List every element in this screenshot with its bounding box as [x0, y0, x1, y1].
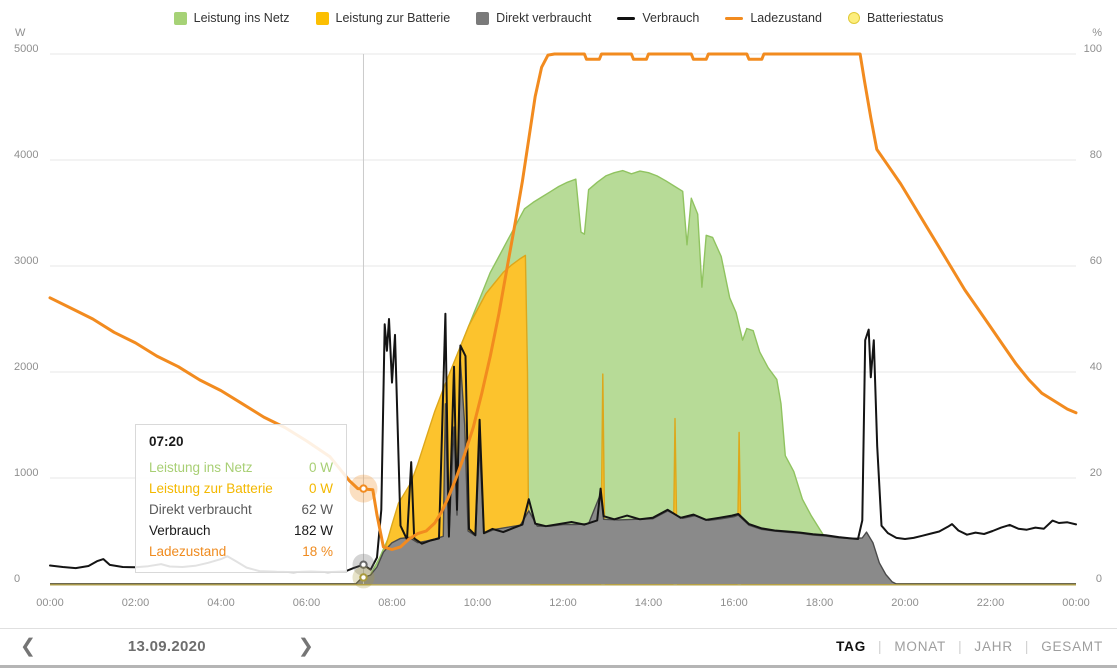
- tab-jahr[interactable]: JAHR: [974, 638, 1013, 654]
- x-axis-tick: 12:00: [549, 597, 577, 609]
- tab-monat[interactable]: MONAT: [894, 638, 947, 654]
- x-axis-tick: 18:00: [806, 597, 834, 609]
- hover-point-ladezustand: [359, 484, 368, 493]
- tooltip-row-value: 18 %: [302, 544, 333, 559]
- circle-marker-icon: [847, 12, 860, 24]
- tooltip-row-3: Verbrauch 182 W: [149, 520, 333, 541]
- x-axis-tick: 04:00: [207, 597, 235, 609]
- y-axis-left-tick: 4000: [14, 149, 38, 161]
- y-axis-left-tick: 1000: [14, 467, 38, 479]
- line-marker-icon: [725, 16, 744, 20]
- tab-tag[interactable]: TAG: [836, 638, 867, 654]
- tooltip-row-label: Leistung zur Batterie: [149, 481, 273, 496]
- y-axis-right-tick: 40: [1090, 361, 1102, 373]
- square-marker-icon: [315, 11, 329, 25]
- legend-label: Direkt verbraucht: [496, 11, 592, 25]
- y-axis-left-tick: 0: [14, 573, 20, 585]
- legend-label: Verbrauch: [642, 11, 700, 25]
- y-axis-right-tick: 20: [1090, 467, 1102, 479]
- hover-point-verbrauch: [359, 560, 368, 569]
- legend-item-0[interactable]: Leistung ins Netz: [173, 11, 290, 25]
- left-axis-unit: W: [15, 27, 26, 39]
- legend-item-1[interactable]: Leistung zur Batterie: [315, 11, 451, 25]
- legend-item-5[interactable]: Batteriestatus: [847, 11, 944, 25]
- tooltip-row-label: Ladezustand: [149, 544, 227, 559]
- legend-label: Leistung ins Netz: [193, 11, 290, 25]
- tooltip-time: 07:20: [149, 434, 184, 449]
- next-day-button[interactable]: ❯: [292, 637, 320, 656]
- x-axis-tick: 00:00: [36, 597, 64, 609]
- square-marker-icon: [173, 11, 187, 25]
- y-axis-right-tick: 80: [1090, 149, 1102, 161]
- tooltip-row-label: Leistung ins Netz: [149, 460, 253, 475]
- tab-separator: |: [958, 638, 963, 654]
- tooltip-row-label: Direkt verbraucht: [149, 502, 252, 517]
- tab-separator: |: [1024, 638, 1030, 654]
- x-axis-tick: 16:00: [720, 597, 748, 609]
- x-axis-tick: 06:00: [293, 597, 321, 609]
- x-axis-tick: 00:00: [1062, 597, 1090, 609]
- y-axis-left-tick: 5000: [14, 43, 38, 55]
- right-axis-unit: %: [1092, 27, 1102, 39]
- legend-item-2[interactable]: Direkt verbraucht: [476, 11, 591, 25]
- legend-item-4[interactable]: Ladezustand: [725, 11, 822, 25]
- y-axis-right-tick: 100: [1084, 43, 1102, 55]
- square-marker-icon: [476, 11, 490, 25]
- tooltip-row-2: Direkt verbraucht 62 W: [149, 499, 333, 520]
- area-direkt_verbraucht: [50, 361, 1076, 584]
- legend-item-3[interactable]: Verbrauch: [617, 11, 699, 25]
- x-axis-tick: 22:00: [977, 597, 1005, 609]
- y-axis-right-tick: 0: [1096, 573, 1102, 585]
- tooltip-row-value: 0 W: [308, 460, 333, 475]
- tab-gesamt[interactable]: GESAMT: [1041, 638, 1103, 654]
- footer-bar: ❮ 13.09.2020 ❯ TAG | MONAT | JAHR | GESAMT: [0, 628, 1117, 668]
- chart-tooltip: 07:20 Leistung ins Netz 0 W Leistung zur B…: [135, 424, 347, 573]
- legend-label: Ladezustand: [750, 11, 822, 25]
- tooltip-rows: Leistung ins Netz 0 W Leistung zur Batteri…: [149, 457, 333, 562]
- tooltip-row-value: 0 W: [308, 481, 333, 496]
- tooltip-row-4: Ladezustand 18 %: [149, 541, 333, 562]
- tooltip-row-0: Leistung ins Netz 0 W: [149, 457, 333, 478]
- y-axis-right-tick: 60: [1090, 255, 1102, 267]
- previous-day-button[interactable]: ❮: [14, 637, 42, 656]
- x-axis-tick: 10:00: [464, 597, 492, 609]
- tooltip-row-1: Leistung zur Batterie 0 W: [149, 478, 333, 499]
- line-marker-icon: [617, 16, 636, 20]
- y-axis-left-tick: 2000: [14, 361, 38, 373]
- hover-point-direkt: [359, 573, 368, 582]
- legend-label: Leistung zur Batterie: [335, 11, 451, 25]
- legend-label: Batteriestatus: [866, 11, 944, 25]
- chart-legend: Leistung ins Netz Leistung zur Batterie Di…: [0, 6, 1117, 30]
- x-axis-tick: 20:00: [891, 597, 919, 609]
- x-axis-tick: 02:00: [122, 597, 150, 609]
- tooltip-row-value: 182 W: [293, 523, 333, 538]
- y-axis-left-tick: 3000: [14, 255, 38, 267]
- current-date-label: 13.09.2020: [127, 637, 206, 655]
- tab-separator: |: [878, 638, 883, 654]
- x-axis-tick: 14:00: [635, 597, 663, 609]
- period-tabs: TAG | MONAT | JAHR | GESAMT: [836, 639, 1103, 654]
- area-leistung_ins_netz: [50, 170, 1076, 584]
- x-axis-tick: 08:00: [378, 597, 406, 609]
- date-navigation: ❮ 13.09.2020 ❯: [14, 637, 320, 656]
- tooltip-row-label: Verbrauch: [149, 523, 211, 538]
- tooltip-row-value: 62 W: [301, 502, 333, 517]
